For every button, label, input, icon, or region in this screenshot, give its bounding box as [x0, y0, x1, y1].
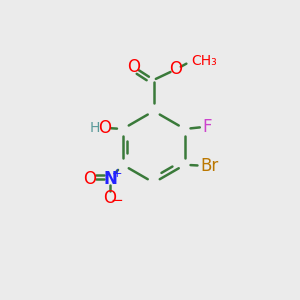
- Text: O: O: [169, 61, 182, 79]
- Text: O: O: [98, 119, 111, 137]
- Text: O: O: [103, 189, 116, 207]
- Text: +: +: [111, 167, 122, 180]
- Text: N: N: [103, 169, 117, 188]
- Text: O: O: [83, 169, 96, 188]
- Text: H: H: [90, 121, 100, 135]
- Text: F: F: [202, 118, 211, 136]
- Text: CH₃: CH₃: [191, 54, 217, 68]
- Text: O: O: [128, 58, 141, 76]
- Text: −: −: [110, 193, 123, 208]
- Text: Br: Br: [200, 157, 218, 175]
